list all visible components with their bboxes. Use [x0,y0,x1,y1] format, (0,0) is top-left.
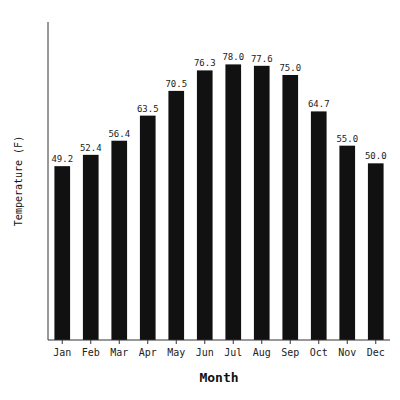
bar [54,166,70,340]
bar [282,75,298,340]
x-tick [176,340,177,344]
bar [83,155,99,340]
data-label: 50.0 [365,151,387,161]
data-label: 75.0 [279,63,301,73]
x-tick [90,340,91,344]
x-axis-line [48,340,390,341]
x-tick-label: May [167,347,185,358]
data-label: 76.3 [194,58,216,68]
bar [339,146,355,340]
x-tick-label: Aug [253,347,271,358]
data-label: 78.0 [222,52,244,62]
bar [168,91,184,340]
y-axis-line [48,22,49,340]
x-axis-label: Month [199,370,238,385]
x-tick-label: Jul [224,347,242,358]
x-tick [233,340,234,344]
x-tick-label: Jan [53,347,71,358]
bar [368,163,384,340]
data-label: 70.5 [165,79,187,89]
data-label: 49.2 [51,154,73,164]
data-label: 56.4 [108,129,130,139]
bar [140,116,156,340]
x-tick [147,340,148,344]
x-tick [261,340,262,344]
chart-container: 49.2 52.4 56.4 63.5 70.5 76.3 78.0 77.6 75.0 64.7… [0,0,400,400]
bar [311,111,327,340]
bar [254,66,270,340]
bar [111,141,127,340]
x-tick [62,340,63,344]
x-tick-label: Mar [110,347,128,358]
x-tick-label: Sep [281,347,299,358]
x-tick-label: Jun [196,347,214,358]
data-labels: 49.2 52.4 56.4 63.5 70.5 76.3 78.0 77.6 75.0 64.7… [51,52,386,164]
x-tick [375,340,376,344]
x-tick [347,340,348,344]
bar [197,70,213,340]
x-tick-label: Nov [338,347,356,358]
x-tick-label: Oct [310,347,328,358]
x-tick [318,340,319,344]
data-label: 52.4 [80,143,102,153]
background [0,0,400,400]
x-tick-label: Feb [82,347,100,358]
bars [54,64,383,340]
data-label: 77.6 [251,54,273,64]
data-label: 55.0 [336,134,358,144]
x-tick-label: Dec [367,347,385,358]
chart: 49.2 52.4 56.4 63.5 70.5 76.3 78.0 77.6 75.0 64.7… [0,0,400,400]
x-tick [204,340,205,344]
data-label: 63.5 [137,104,159,114]
bar [225,64,241,340]
x-tick [119,340,120,344]
x-tick-label: Apr [139,347,157,358]
x-tick [290,340,291,344]
y-axis-label: Temperature (F) [13,136,24,226]
data-label: 64.7 [308,99,330,109]
